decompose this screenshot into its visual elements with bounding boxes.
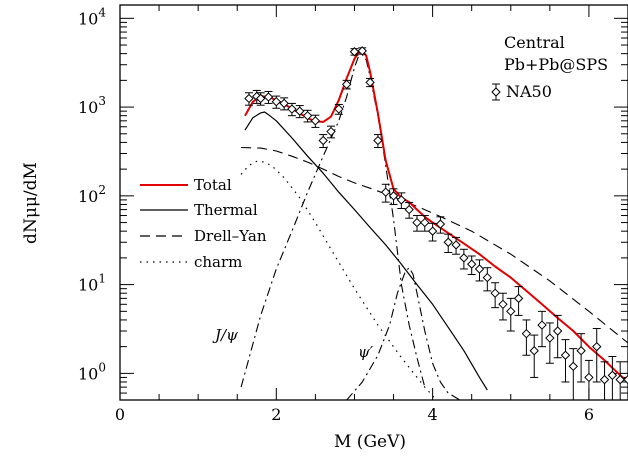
curve-drell-yan	[241, 146, 628, 344]
curve-thermal	[244, 111, 488, 391]
y-axis-label: dNμμ/dM	[21, 162, 41, 244]
data-point	[615, 361, 625, 400]
data-points	[244, 46, 628, 400]
data-point	[310, 114, 321, 128]
psiprime-label: ψ′	[358, 343, 374, 361]
data-point	[396, 192, 407, 210]
annotation-system: Pb+Pb@SPS	[504, 55, 608, 74]
data-point	[357, 46, 367, 56]
data-point	[244, 92, 254, 106]
data-point	[506, 297, 516, 332]
legend: Total Thermal Drell–Yan charm	[140, 176, 267, 271]
data-point	[592, 328, 602, 383]
data-point	[607, 355, 618, 400]
data-point	[482, 267, 493, 292]
data-point	[513, 286, 524, 316]
data-point	[545, 322, 555, 364]
data-point	[466, 255, 477, 275]
legend-label-drell-yan: Drell–Yan	[194, 227, 267, 245]
data-point	[435, 216, 446, 234]
y-tick-label: 102	[78, 183, 106, 206]
data-point	[623, 361, 628, 400]
data-point	[279, 97, 289, 111]
data-point	[552, 314, 563, 359]
data-point	[295, 105, 305, 119]
data-point	[584, 359, 594, 400]
tick-labels: 0 2 4 6 100 101 102 103 104	[78, 5, 594, 424]
jpsi-label: J/ψ	[212, 326, 238, 344]
data-point	[349, 47, 360, 57]
data-point	[302, 109, 313, 123]
data-point	[404, 202, 414, 219]
data-point	[381, 183, 391, 203]
data-point	[560, 339, 571, 383]
data-point	[599, 361, 610, 400]
curves	[240, 50, 628, 400]
data-point	[420, 215, 430, 232]
x-axis-label: M (GeV)	[334, 432, 406, 452]
data-point	[255, 92, 266, 106]
curve-jpsi	[240, 54, 426, 388]
data-point	[334, 103, 344, 115]
data-point	[498, 292, 508, 321]
legend-data-marker	[491, 83, 501, 101]
data-point	[365, 77, 375, 88]
data-point	[529, 334, 539, 378]
y-tick-label: 104	[78, 5, 106, 28]
data-point	[459, 248, 469, 270]
data-point	[451, 236, 461, 255]
plot-frame	[119, 4, 628, 401]
x-tick-label: 6	[584, 405, 594, 424]
data-point	[287, 102, 297, 117]
x-tick-label: 4	[428, 405, 438, 424]
legend-label-charm: charm	[194, 253, 242, 271]
data-point	[568, 348, 578, 400]
x-tick-label: 0	[115, 405, 125, 424]
data-point	[576, 333, 586, 383]
y-tick-label: 100	[78, 360, 106, 383]
curve-psiprime	[346, 267, 461, 400]
data-point	[474, 259, 485, 282]
curve-charm	[240, 160, 437, 400]
y-tick-label: 101	[78, 272, 106, 295]
x-tick-label: 2	[271, 405, 281, 424]
data-point	[271, 95, 282, 109]
data-point	[412, 215, 422, 232]
data-point	[373, 134, 383, 149]
data-point	[537, 310, 547, 348]
annotation-central: Central	[504, 33, 565, 52]
data-point	[490, 282, 500, 309]
data-point	[318, 134, 328, 149]
data-point	[388, 188, 399, 205]
data-point	[443, 233, 453, 253]
data-point	[427, 222, 438, 242]
legend-label-thermal: Thermal	[194, 201, 258, 219]
axis-ticks	[119, 5, 628, 400]
data-point	[521, 319, 532, 356]
legend-data-label: NA50	[506, 82, 552, 101]
y-tick-label: 103	[78, 94, 106, 117]
data-point	[326, 125, 336, 139]
data-point	[341, 79, 352, 90]
data-point	[263, 90, 274, 104]
legend-label-total: Total	[194, 176, 232, 194]
